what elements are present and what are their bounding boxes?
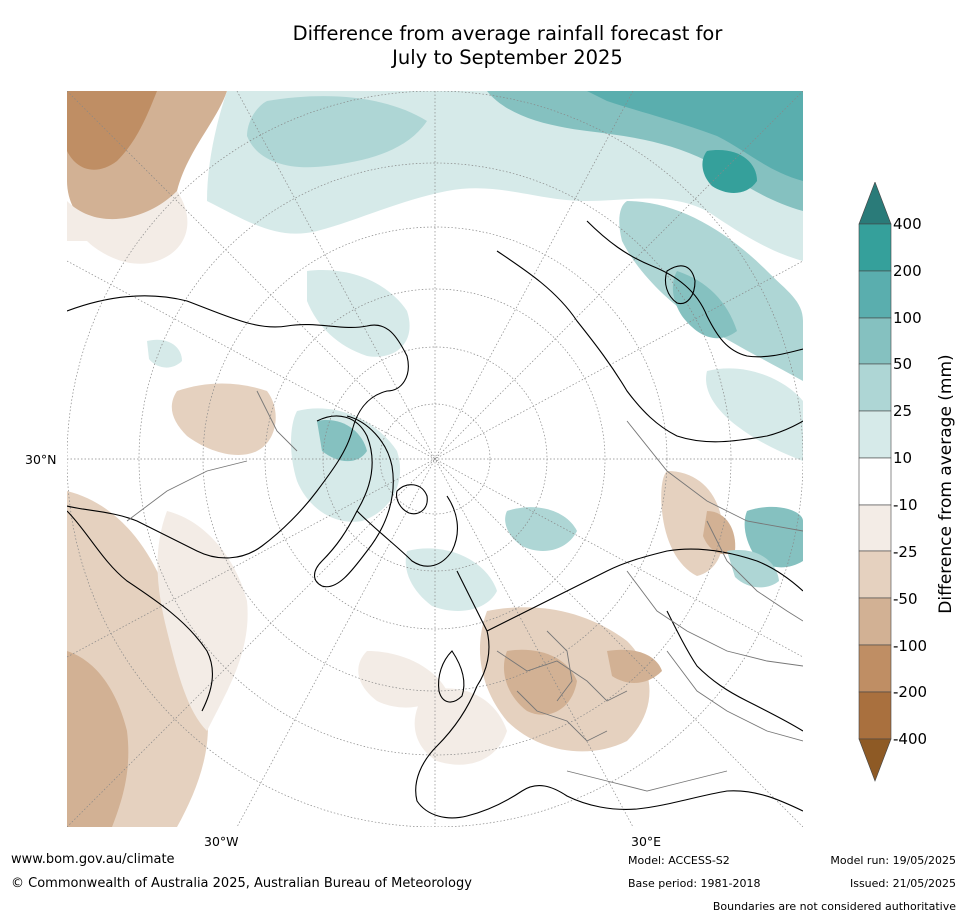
- colorbar-tick-label: -10: [893, 496, 918, 514]
- colorbar-tick-label: 200: [893, 262, 922, 280]
- colorbar-bin-minus10-25: [858, 504, 892, 552]
- wet-region-north-atlantic: [405, 548, 497, 611]
- colorbar-tick-label: -200: [893, 683, 928, 701]
- colorbar-bin-50-100: [858, 317, 892, 365]
- boundary-russia-china: [626, 420, 803, 532]
- coastline-mediterranean: [415, 685, 803, 819]
- wet-region-south-asia-light: [727, 550, 779, 588]
- boundary-alaska-canada: [256, 390, 298, 452]
- dry-region-caspian: [607, 649, 662, 683]
- colorbar-bin-minus200-400: [858, 691, 892, 740]
- wet-region-greenland-west: [291, 408, 401, 522]
- boundary-europe-1: [496, 650, 628, 702]
- colorbar-tick-label: -100: [893, 637, 928, 655]
- dry-region-atlantic: [358, 651, 447, 708]
- colorbar: [858, 182, 892, 782]
- colorbar-title: Difference from average (mm): [936, 354, 956, 614]
- longitude-label-30w: 30°W: [204, 834, 239, 849]
- colorbar-tick-label: 400: [893, 215, 922, 233]
- colorbar-tick-label: 25: [893, 402, 913, 420]
- colorbar-bin-minus50-100: [858, 597, 892, 646]
- wet-region-south-asia: [744, 506, 803, 568]
- coastline-iceland: [396, 484, 428, 515]
- wet-region-japan-core: [672, 271, 737, 339]
- colorbar-top-extend-arrow: [858, 182, 892, 225]
- colorbar-bin-minus100-200: [858, 644, 892, 693]
- wet-region-alaska-gulf: [307, 270, 410, 357]
- colorbar-bin-25-50: [858, 363, 892, 412]
- copyright-notice: © Commonwealth of Australia 2025, Austra…: [11, 876, 472, 891]
- dry-region-nw-pacific-core: [67, 91, 157, 170]
- coastline-north-america: [67, 295, 409, 559]
- wet-region-pacific-band-1: [247, 96, 427, 168]
- boundary-middle-east: [566, 770, 728, 792]
- base-period: Base period: 1981-2018: [628, 877, 761, 890]
- title-line-1: Difference from average rainfall forecas…: [292, 22, 723, 45]
- colorbar-bottom-extend-arrow: [858, 738, 892, 782]
- dry-region-alaska: [171, 383, 276, 456]
- boundary-europe-3: [546, 630, 573, 702]
- colorbar-bin-100-200: [858, 270, 892, 319]
- colorbar-bin-200-400: [858, 223, 892, 272]
- coastline-greenland: [313, 415, 394, 588]
- colorbar-bin-10-25: [858, 410, 892, 459]
- boundary-usa-canada: [126, 460, 248, 522]
- coastline-siberia: [496, 250, 803, 443]
- model-run-date: Model run: 19/05/2025: [830, 854, 956, 867]
- colorbar-tick-label: 100: [893, 309, 922, 327]
- boundary-china-south: [706, 520, 803, 622]
- boundary-central-asia: [666, 650, 803, 742]
- boundary-europe-2: [516, 690, 608, 742]
- dry-region-pacific-light: [67, 191, 188, 264]
- longitude-label-30e: 30°E: [631, 834, 662, 849]
- wet-region-pacific-band-3: [587, 91, 803, 181]
- colorbar-tick-label: -400: [893, 730, 928, 748]
- dry-region-north-america-west: [157, 511, 248, 731]
- coastline-greenland-east: [356, 495, 458, 567]
- dry-region-central-asia-core: [703, 511, 736, 555]
- wet-region-pacific-core: [702, 150, 757, 193]
- colorbar-tick-label: 50: [893, 355, 913, 373]
- colorbar-bin-neutral: [858, 457, 892, 506]
- colorbar-tick-label: 10: [893, 449, 913, 467]
- latitude-circle-60: [264, 288, 606, 630]
- coastline-kamchatka: [664, 265, 696, 305]
- coastline-british-isles: [438, 650, 465, 703]
- dry-region-pacific-south-core: [67, 651, 129, 827]
- model-name: Model: ACCESS-S2: [628, 854, 730, 867]
- colorbar-bin-minus25-50: [858, 550, 892, 599]
- map-svg: [67, 91, 803, 827]
- rainfall-anomaly-map[interactable]: [67, 91, 803, 827]
- website-link[interactable]: www.bom.gov.au/climate: [11, 852, 175, 867]
- graticule: [67, 91, 803, 827]
- colorbar-tick-label: -25: [893, 543, 918, 561]
- colorbar-tick-label: -50: [893, 590, 918, 608]
- issued-date: Issued: 21/05/2025: [849, 877, 956, 890]
- coastline-east-asia: [586, 220, 803, 358]
- wet-region-east-asia: [706, 368, 803, 461]
- chart-title: Difference from average rainfall forecas…: [220, 22, 795, 70]
- wet-anomaly-layer: [147, 91, 803, 611]
- latitude-label-30n: 30°N: [25, 452, 57, 467]
- title-line-2: July to September 2025: [392, 46, 623, 69]
- coastlines: [67, 220, 803, 819]
- national-boundaries: [126, 390, 803, 792]
- wet-region-baffin: [317, 420, 367, 462]
- wet-region-barents: [505, 507, 577, 551]
- latitude-circle-40: [138, 162, 732, 756]
- meridian-120: [67, 260, 803, 658]
- boundary-russia-kazakhstan: [626, 570, 803, 667]
- coastline-caspian-region: [666, 610, 803, 732]
- boundaries-disclaimer: Boundaries are not considered authoritat…: [712, 900, 956, 913]
- coastline-north-america-west: [67, 510, 213, 712]
- coastline-eurasia-arctic: [486, 548, 803, 632]
